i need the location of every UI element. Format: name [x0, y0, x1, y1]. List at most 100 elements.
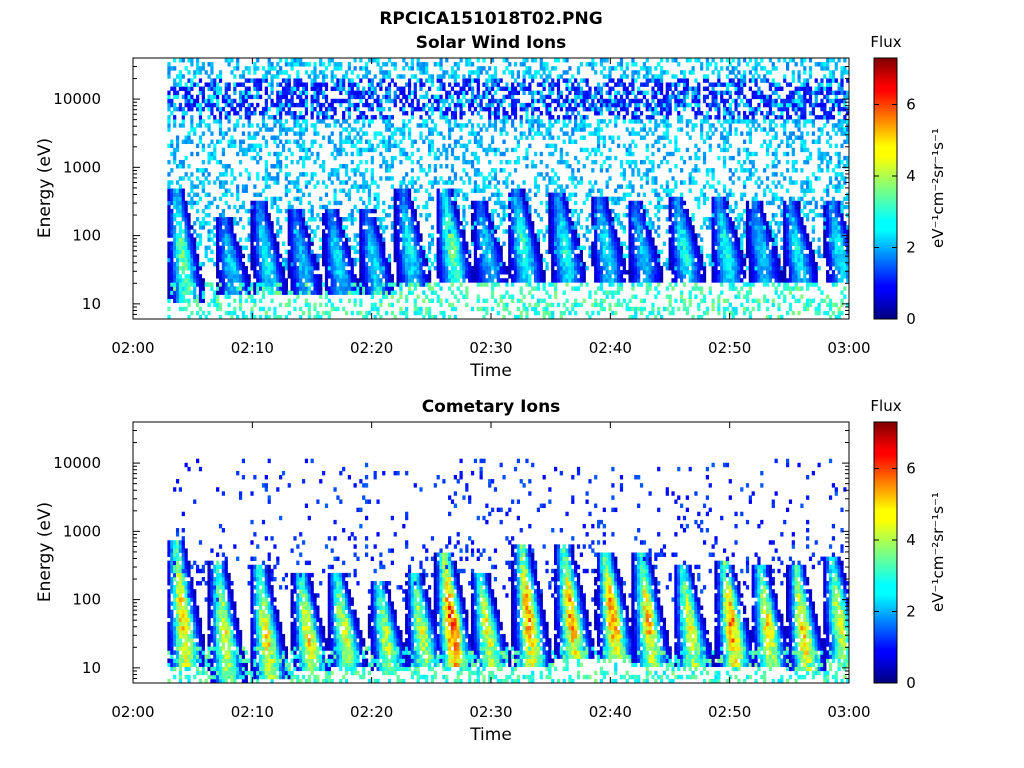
heatmap-cell: [322, 168, 326, 173]
heatmap-cell: [393, 143, 397, 149]
heatmap-cell: [528, 127, 532, 132]
heatmap-cell: [402, 111, 406, 116]
heatmap-cell: [422, 278, 426, 283]
heatmap-cell: [533, 90, 538, 96]
heatmap-cell: [522, 78, 526, 83]
heatmap-cell: [299, 58, 303, 63]
heatmap-cell: [230, 310, 234, 316]
heatmap-cell: [333, 253, 337, 259]
heatmap-cell: [373, 58, 377, 63]
heatmap-cell: [307, 253, 311, 259]
heatmap-cell: [256, 58, 260, 63]
heatmap-cell: [579, 249, 583, 255]
heatmap-cell: [370, 217, 374, 222]
heatmap-cell: [427, 257, 432, 263]
heatmap-cell: [324, 86, 329, 91]
heatmap-cell: [256, 286, 260, 291]
heatmap-cell: [468, 62, 472, 67]
heatmap-cell: [513, 98, 518, 104]
heatmap-cell: [364, 290, 369, 295]
heatmap-cell: [470, 188, 475, 193]
heatmap-cell: [539, 74, 543, 79]
heatmap-cell: [522, 306, 526, 312]
heatmap-cell: [379, 290, 383, 295]
heatmap-cell: [436, 86, 440, 91]
heatmap-cell: [456, 90, 460, 96]
heatmap-cell: [339, 151, 343, 157]
heatmap-cell: [181, 286, 185, 291]
heatmap-cell: [224, 58, 228, 63]
heatmap-cell: [470, 306, 475, 312]
heatmap-cell: [247, 131, 251, 136]
heatmap-cell: [396, 253, 400, 259]
heatmap-cell: [201, 94, 205, 100]
heatmap-cell: [218, 217, 223, 222]
heatmap-cell: [430, 143, 435, 149]
heatmap-cell: [385, 257, 389, 263]
heatmap-cell: [562, 310, 566, 316]
heatmap-cell: [376, 282, 380, 287]
heatmap-cell: [218, 111, 223, 116]
heatmap-cell: [367, 217, 372, 222]
heatmap-cell: [330, 98, 334, 104]
heatmap-cell: [473, 70, 478, 75]
heatmap-cell: [493, 298, 498, 304]
heatmap-cell: [419, 237, 423, 242]
heatmap-cell: [310, 82, 314, 87]
heatmap-cell: [224, 111, 228, 116]
heatmap-cell: [170, 286, 174, 291]
heatmap-cell: [387, 176, 392, 181]
heatmap-cell: [442, 147, 446, 153]
heatmap-cell: [362, 172, 366, 177]
heatmap-cell: [264, 245, 268, 251]
heatmap-cell: [493, 184, 498, 189]
heatmap-cell: [290, 127, 294, 132]
heatmap-cell: [198, 90, 203, 96]
heatmap-cell: [279, 196, 283, 202]
heatmap-cell: [525, 314, 529, 320]
heatmap-cell: [267, 225, 271, 230]
heatmap-cell: [511, 257, 515, 263]
heatmap-cell: [178, 241, 183, 246]
heatmap-cell: [468, 249, 472, 255]
heatmap-cell: [184, 212, 188, 218]
heatmap-cell: [554, 229, 558, 234]
heatmap-cell: [293, 78, 297, 83]
heatmap-cell: [439, 229, 443, 234]
heatmap-cell: [316, 180, 320, 185]
heatmap-cell: [470, 200, 475, 206]
heatmap-cell: [470, 86, 475, 91]
heatmap-cell: [473, 98, 478, 104]
heatmap-cell: [536, 310, 541, 316]
heatmap-cell: [264, 204, 268, 210]
heatmap-cell: [376, 217, 380, 222]
heatmap-cell: [479, 172, 483, 177]
heatmap-cell: [565, 265, 569, 271]
heatmap-cell: [482, 147, 486, 153]
heatmap-cell: [376, 290, 380, 295]
heatmap-cell: [579, 302, 583, 308]
heatmap-cell: [496, 282, 500, 287]
heatmap-cell: [241, 147, 246, 153]
heatmap-cell: [594, 302, 598, 308]
heatmap-cell: [287, 127, 291, 132]
heatmap-cell: [542, 270, 546, 275]
heatmap-cell: [574, 310, 578, 316]
heatmap-cell: [568, 221, 572, 226]
heatmap-cell: [556, 192, 561, 198]
heatmap-cell: [356, 147, 360, 153]
heatmap-cell: [519, 314, 523, 320]
heatmap-cell: [359, 98, 363, 104]
heatmap-cell: [508, 270, 512, 275]
heatmap-cell: [284, 249, 288, 255]
heatmap-cell: [579, 115, 583, 120]
heatmap-cell: [307, 306, 311, 312]
heatmap-cell: [175, 290, 180, 295]
heatmap-cell: [559, 229, 563, 234]
heatmap-cell: [324, 184, 329, 189]
heatmap-cell: [287, 200, 291, 206]
heatmap-cell: [453, 196, 457, 202]
heatmap-cell: [448, 200, 452, 206]
heatmap-cell: [493, 229, 498, 234]
heatmap-cell: [227, 221, 231, 226]
